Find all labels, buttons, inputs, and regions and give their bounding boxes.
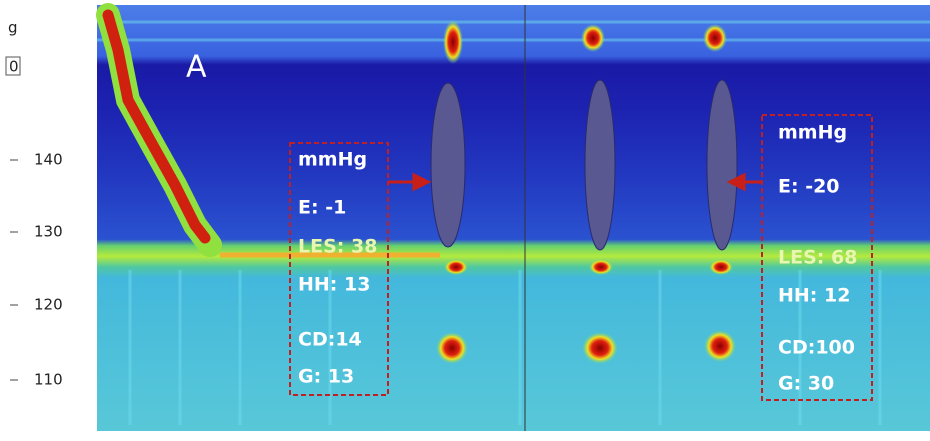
y-tick-label: 110 <box>34 371 63 389</box>
topography <box>97 5 930 431</box>
axis-box-text: 0 <box>9 58 19 76</box>
annotation-text: CD:14 <box>298 329 362 351</box>
annotation-text: G: 13 <box>298 366 354 388</box>
panel-label: A <box>186 50 207 85</box>
y-tick-label: 130 <box>34 223 63 241</box>
annotation-text: LES: 38 <box>298 236 377 258</box>
annotation-text: HH: 13 <box>298 274 370 296</box>
y-tick-label: 140 <box>34 151 63 169</box>
y-ticks <box>10 160 18 380</box>
annotation-text: mmHg <box>778 122 847 144</box>
y-tick-label: 120 <box>34 296 63 314</box>
annotation-text: G: 30 <box>778 373 834 395</box>
annotation-text: LES: 68 <box>778 247 857 269</box>
axis-unit: g <box>8 19 18 37</box>
annotation-text: HH: 12 <box>778 285 850 307</box>
annotation-text: mmHg <box>298 149 367 171</box>
annotation-text: CD:100 <box>778 337 855 359</box>
annotation-text: E: -1 <box>298 197 346 219</box>
manometry-figure: g 0 140 130 120 110 A mmHg E: -1 LES: 38… <box>0 0 930 437</box>
annotation-text: E: -20 <box>778 176 840 198</box>
